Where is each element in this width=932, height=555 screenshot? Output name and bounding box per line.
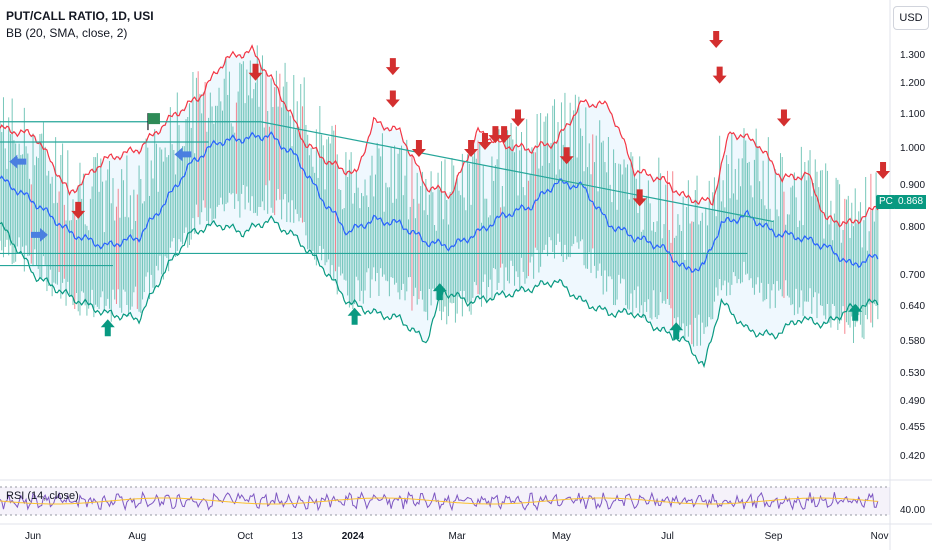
time-tick-label: Nov	[870, 531, 889, 542]
price-tick-label: 0.420	[900, 450, 926, 462]
time-tick-label: 2024	[341, 531, 364, 542]
sell-arrow-icon	[411, 140, 426, 158]
time-tick-label: Jun	[24, 531, 42, 542]
price-tick-label: 0.580	[900, 336, 926, 348]
price-tick-label: 0.490	[900, 396, 926, 408]
sell-arrow-icon	[385, 58, 400, 76]
time-tick-label: May	[552, 531, 571, 542]
price-tick-label: 0.800	[900, 222, 926, 234]
price-tick-label: 1.200	[900, 78, 926, 90]
time-tick-label: Mar	[448, 531, 466, 542]
currency-button[interactable]: USD	[893, 6, 929, 30]
left-arrow-icon	[9, 154, 27, 169]
sell-arrow-icon	[497, 126, 512, 144]
buy-arrow-icon	[669, 322, 684, 340]
left-arrow-icon	[174, 147, 192, 162]
trendline	[260, 121, 774, 223]
time-tick-label: Aug	[128, 531, 147, 542]
sell-arrow-icon	[477, 133, 492, 151]
sell-arrow-icon	[559, 147, 574, 165]
buy-arrow-icon	[347, 307, 362, 325]
right-arrow-icon	[30, 227, 48, 242]
rsi-level-label: 40.00	[900, 505, 926, 516]
chart-title: PUT/CALL RATIO, 1D, USI	[6, 9, 154, 23]
price-tick-label: 0.640	[900, 301, 926, 313]
last-value-label: 0.868	[895, 195, 926, 209]
sell-arrow-icon	[632, 189, 647, 207]
sell-arrow-icon	[248, 63, 263, 81]
bb-basis-line	[0, 131, 879, 274]
sell-arrow-icon	[511, 109, 526, 127]
price-tick-label: 1.100	[900, 109, 926, 121]
price-tick-label: 1.000	[900, 143, 926, 155]
sell-arrow-icon	[385, 90, 400, 108]
sell-arrow-icon	[488, 126, 503, 144]
price-tick-label: 0.900	[900, 180, 926, 192]
sell-arrow-icon	[776, 109, 791, 127]
time-tick-label: 13	[291, 531, 303, 542]
sell-arrow-icon	[464, 140, 479, 158]
sell-arrow-icon	[71, 201, 86, 219]
flag-icon	[147, 113, 160, 125]
rsi-band-fill	[0, 487, 890, 515]
price-tick-label: 0.530	[900, 368, 926, 380]
price-tick-label: 0.455	[900, 422, 926, 434]
sell-arrow-icon	[712, 66, 727, 84]
buy-arrow-icon	[100, 319, 115, 337]
rsi-indicator-label: RSI (14, close)	[6, 490, 79, 502]
time-tick-label: Jul	[661, 531, 674, 542]
sell-arrow-icon	[876, 161, 891, 179]
buy-arrow-icon	[432, 283, 447, 301]
time-tick-label: Oct	[237, 531, 253, 542]
price-tick-label: 1.300	[900, 50, 926, 61]
price-tick-label: 0.700	[900, 269, 926, 281]
buy-arrow-icon	[848, 303, 863, 321]
time-tick-label: Sep	[764, 531, 783, 542]
daily-ratio-bars	[0, 45, 879, 347]
bb-indicator-label: BB (20, SMA, close, 2)	[6, 26, 128, 40]
last-value-symbol-tag: PC	[876, 195, 896, 209]
sell-arrow-icon	[709, 31, 724, 48]
rsi-ma-line	[0, 497, 878, 505]
